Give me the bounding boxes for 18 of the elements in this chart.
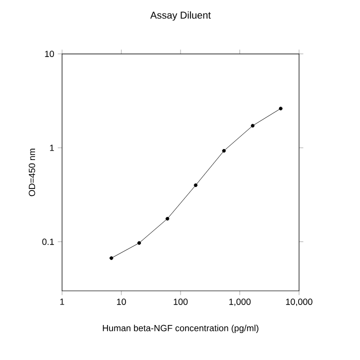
point	[250, 124, 255, 128]
x-tick-label: 1,000	[229, 298, 251, 306]
y-tick-label: 0.1	[42, 238, 54, 245]
y-tick-label: 1	[50, 144, 54, 151]
chart-title: Assay Diluent	[150, 11, 211, 21]
point	[110, 256, 114, 260]
point	[194, 183, 198, 188]
x-axis-title: Human beta-NGF concentration (pg/ml)	[102, 324, 258, 334]
point	[222, 148, 226, 153]
point	[166, 216, 170, 221]
point	[137, 241, 141, 245]
x-tick-label: 100	[174, 298, 188, 305]
x-tick-label: 1	[60, 298, 64, 305]
x-tick-label: 10,000	[286, 298, 312, 306]
x-tick-label: 10	[117, 298, 126, 305]
point	[278, 106, 283, 110]
y-tick-label: 10	[45, 50, 54, 58]
y-axis-title: OD=450 nm	[28, 148, 36, 196]
